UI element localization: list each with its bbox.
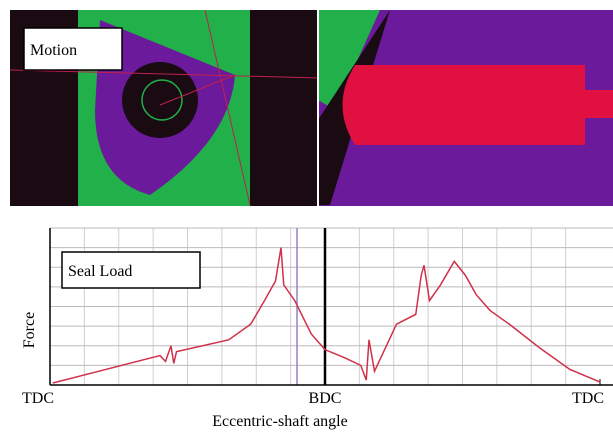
chart-title: Seal Load: [68, 263, 132, 280]
motion-image: Motion: [10, 10, 613, 206]
x-tick-label: TDC: [572, 390, 604, 407]
x-tick-label: TDC: [22, 390, 54, 407]
image-label: Motion: [30, 42, 77, 59]
y-axis-label: Force: [21, 312, 38, 348]
x-axis-label: Eccentric-shaft angle: [212, 413, 347, 430]
chart: Motion TDC BDC TDC Seal Load Force Eccentric-…: [0, 0, 613, 433]
x-tick-label: BDC: [309, 390, 342, 407]
figure: Motion TDC BDC TDC Seal Load Force Eccentric-…: [0, 0, 613, 433]
